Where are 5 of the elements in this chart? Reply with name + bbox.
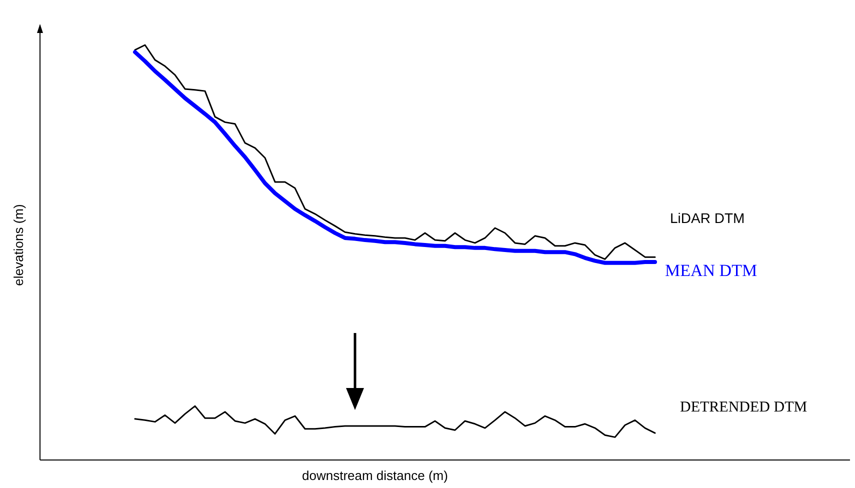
- text: DETRENDED DTM: [680, 399, 808, 416]
- text: LiDAR DTM: [670, 210, 745, 226]
- series-label: MEAN DTM: [665, 260, 758, 280]
- y-axis-title: elevations (m): [11, 204, 26, 286]
- x-axis-title: downstream distance (m): [302, 468, 448, 483]
